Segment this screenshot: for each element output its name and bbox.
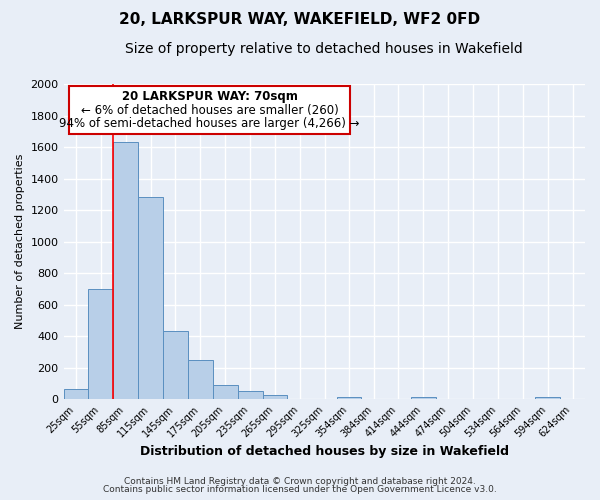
Bar [64,389,88,399]
Bar [88,289,113,399]
Text: 94% of semi-detached houses are larger (4,266) →: 94% of semi-detached houses are larger (… [59,117,360,130]
Bar [535,397,560,399]
Text: 20 LARKSPUR WAY: 70sqm: 20 LARKSPUR WAY: 70sqm [122,90,298,104]
Text: Contains public sector information licensed under the Open Government Licence v3: Contains public sector information licen… [103,485,497,494]
Bar [138,196,163,399]
Bar [263,395,287,399]
Bar [213,385,238,399]
X-axis label: Distribution of detached houses by size in Wakefield: Distribution of detached houses by size … [140,444,509,458]
FancyBboxPatch shape [69,86,350,134]
Bar [337,397,361,399]
Y-axis label: Number of detached properties: Number of detached properties [15,154,25,330]
Bar [411,397,436,399]
Bar [188,360,213,399]
Bar [113,142,138,399]
Text: 20, LARKSPUR WAY, WAKEFIELD, WF2 0FD: 20, LARKSPUR WAY, WAKEFIELD, WF2 0FD [119,12,481,28]
Bar [238,392,263,399]
Text: ← 6% of detached houses are smaller (260): ← 6% of detached houses are smaller (260… [80,104,338,117]
Text: Contains HM Land Registry data © Crown copyright and database right 2024.: Contains HM Land Registry data © Crown c… [124,477,476,486]
Title: Size of property relative to detached houses in Wakefield: Size of property relative to detached ho… [125,42,523,56]
Bar [163,330,188,399]
